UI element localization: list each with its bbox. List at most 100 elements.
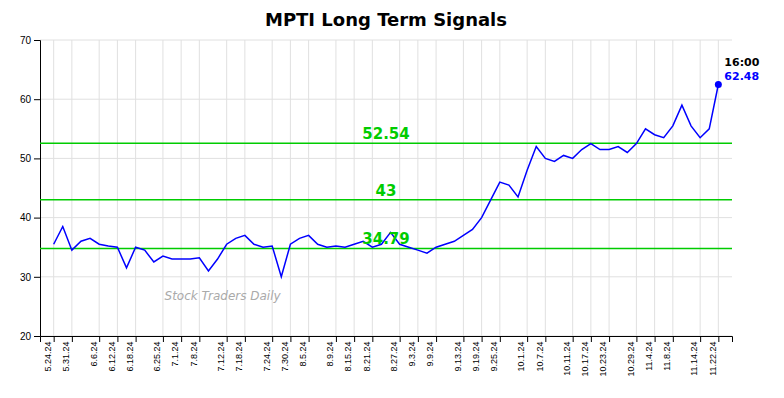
- grid-line: [40, 276, 732, 277]
- x-tick: 10.29.24: [626, 336, 637, 376]
- x-tick: 7.12.24: [216, 336, 227, 371]
- x-tick: 11.14.24: [689, 336, 700, 376]
- x-tick: 8.21.24: [362, 336, 373, 371]
- last-point: [715, 81, 722, 88]
- grid-line: [545, 40, 546, 336]
- x-tick-label: 11.14.24: [689, 341, 699, 375]
- x-tick-label: 8.15.24: [343, 341, 353, 371]
- x-tick: 6.25.24: [152, 336, 163, 371]
- y-tick-label: 40: [20, 212, 32, 223]
- x-tick-label: 9.13.24: [453, 341, 463, 371]
- x-tick: 8.15.24: [343, 336, 354, 371]
- x-tick: 7.18.24: [234, 336, 245, 371]
- x-tick: 6.6.24: [89, 336, 100, 366]
- x-tick-label: 10.7.24: [535, 341, 545, 371]
- x-tick-label: 7.12.24: [216, 341, 226, 371]
- x-tick: 11.8.24: [662, 336, 673, 371]
- x-tick-mark: [136, 336, 137, 342]
- last-label: 62.48: [724, 70, 759, 83]
- x-tick-mark: [72, 336, 73, 342]
- x-tick-label: 7.8.24: [189, 341, 199, 366]
- y-tick-label: 30: [20, 272, 32, 283]
- x-tick: 7.8.24: [189, 336, 200, 366]
- x-tick: 8.5.24: [298, 336, 309, 366]
- annotations: 34.794352.5416:0062.48Stock Traders Dail…: [165, 56, 760, 304]
- x-tick: 6.18.24: [125, 336, 136, 371]
- marks: [40, 81, 732, 277]
- x-tick-mark: [500, 336, 501, 342]
- x-tick-mark: [636, 336, 637, 342]
- y-axis-line: [34, 41, 41, 337]
- x-tick-mark: [336, 336, 337, 342]
- grid-line: [572, 40, 573, 336]
- x-tick-label: 9.3.24: [407, 341, 417, 366]
- x-tick: 8.27.24: [389, 336, 400, 371]
- signal-label: 52.54: [362, 125, 409, 143]
- grid-line: [290, 40, 291, 336]
- x-tick-mark: [354, 336, 355, 342]
- x-tick-label: 9.9.24: [425, 341, 435, 366]
- x-tick: 8.9.24: [325, 336, 336, 366]
- title: MPTI Long Term Signals: [265, 9, 507, 30]
- grid-line: [335, 40, 336, 336]
- grid-line: [609, 40, 610, 336]
- grid-line: [99, 40, 100, 336]
- x-tick-mark: [309, 336, 310, 342]
- x-tick: 7.30.24: [280, 336, 291, 371]
- x-tick-mark: [245, 336, 246, 342]
- x-tick-label: 7.18.24: [234, 341, 244, 371]
- y-tick-mark: [34, 218, 40, 219]
- x-tick: 11.22.24: [708, 336, 719, 376]
- grid-line: [308, 40, 309, 336]
- plot-root: 2030405060705.24.245.31.246.6.246.12.246…: [20, 35, 760, 377]
- x-tick: 9.19.24: [471, 336, 482, 371]
- grid-line: [354, 40, 355, 336]
- x-tick-label: 8.5.24: [298, 341, 308, 366]
- x-axis-line: [41, 337, 733, 343]
- x-tick: 10.11.24: [562, 336, 573, 376]
- grid-line: [499, 40, 500, 336]
- x-tick: 6.12.24: [107, 336, 118, 371]
- x-tick: 10.1.24: [516, 336, 527, 371]
- y-tick-mark: [34, 277, 40, 278]
- grid-line: [135, 40, 136, 336]
- x-tick-mark: [655, 336, 656, 342]
- x-tick: 9.13.24: [453, 336, 464, 371]
- grid-line: [481, 40, 482, 336]
- x-tick-label: 7.1.24: [170, 341, 180, 366]
- x-tick-mark: [372, 336, 373, 342]
- x-tick-mark: [181, 336, 182, 342]
- x-tick-mark: [117, 336, 118, 342]
- x-tick-label: 6.6.24: [89, 341, 99, 366]
- grid-line: [527, 40, 528, 336]
- x-tick-mark: [482, 336, 483, 342]
- x-tick-mark: [99, 336, 100, 342]
- grid-line: [71, 40, 72, 336]
- grid-line: [117, 40, 118, 336]
- x-tick-mark: [163, 336, 164, 342]
- x-tick-label: 5.24.24: [43, 341, 53, 371]
- x-tick-mark: [418, 336, 419, 342]
- x-tick-label: 8.21.24: [362, 341, 372, 371]
- grid-line: [399, 40, 400, 336]
- x-tick-label: 8.27.24: [389, 341, 399, 371]
- grid-line: [53, 40, 54, 336]
- grid-line: [372, 40, 373, 336]
- x-tick-mark: [718, 336, 719, 342]
- x-tick-label: 11.22.24: [708, 341, 718, 375]
- x-tick-label: 6.12.24: [107, 341, 117, 371]
- x-tick: 10.17.24: [580, 336, 591, 376]
- x-tick-mark: [463, 336, 464, 342]
- x-tick: 10.23.24: [598, 336, 609, 376]
- x-tick-label: 5.31.24: [61, 341, 71, 371]
- x-tick-label: 10.23.24: [598, 341, 608, 376]
- x-tick-mark: [227, 336, 228, 342]
- y-tick: 20: [20, 331, 40, 342]
- x-tick-mark: [436, 336, 437, 342]
- y-tick-label: 60: [20, 94, 32, 105]
- x-tick-label: 10.1.24: [516, 341, 526, 371]
- last-label: 16:00: [724, 56, 759, 69]
- chart: 2030405060705.24.245.31.246.6.246.12.246…: [0, 0, 784, 398]
- grid-line: [417, 40, 418, 336]
- x-tick-label: 6.18.24: [125, 341, 135, 371]
